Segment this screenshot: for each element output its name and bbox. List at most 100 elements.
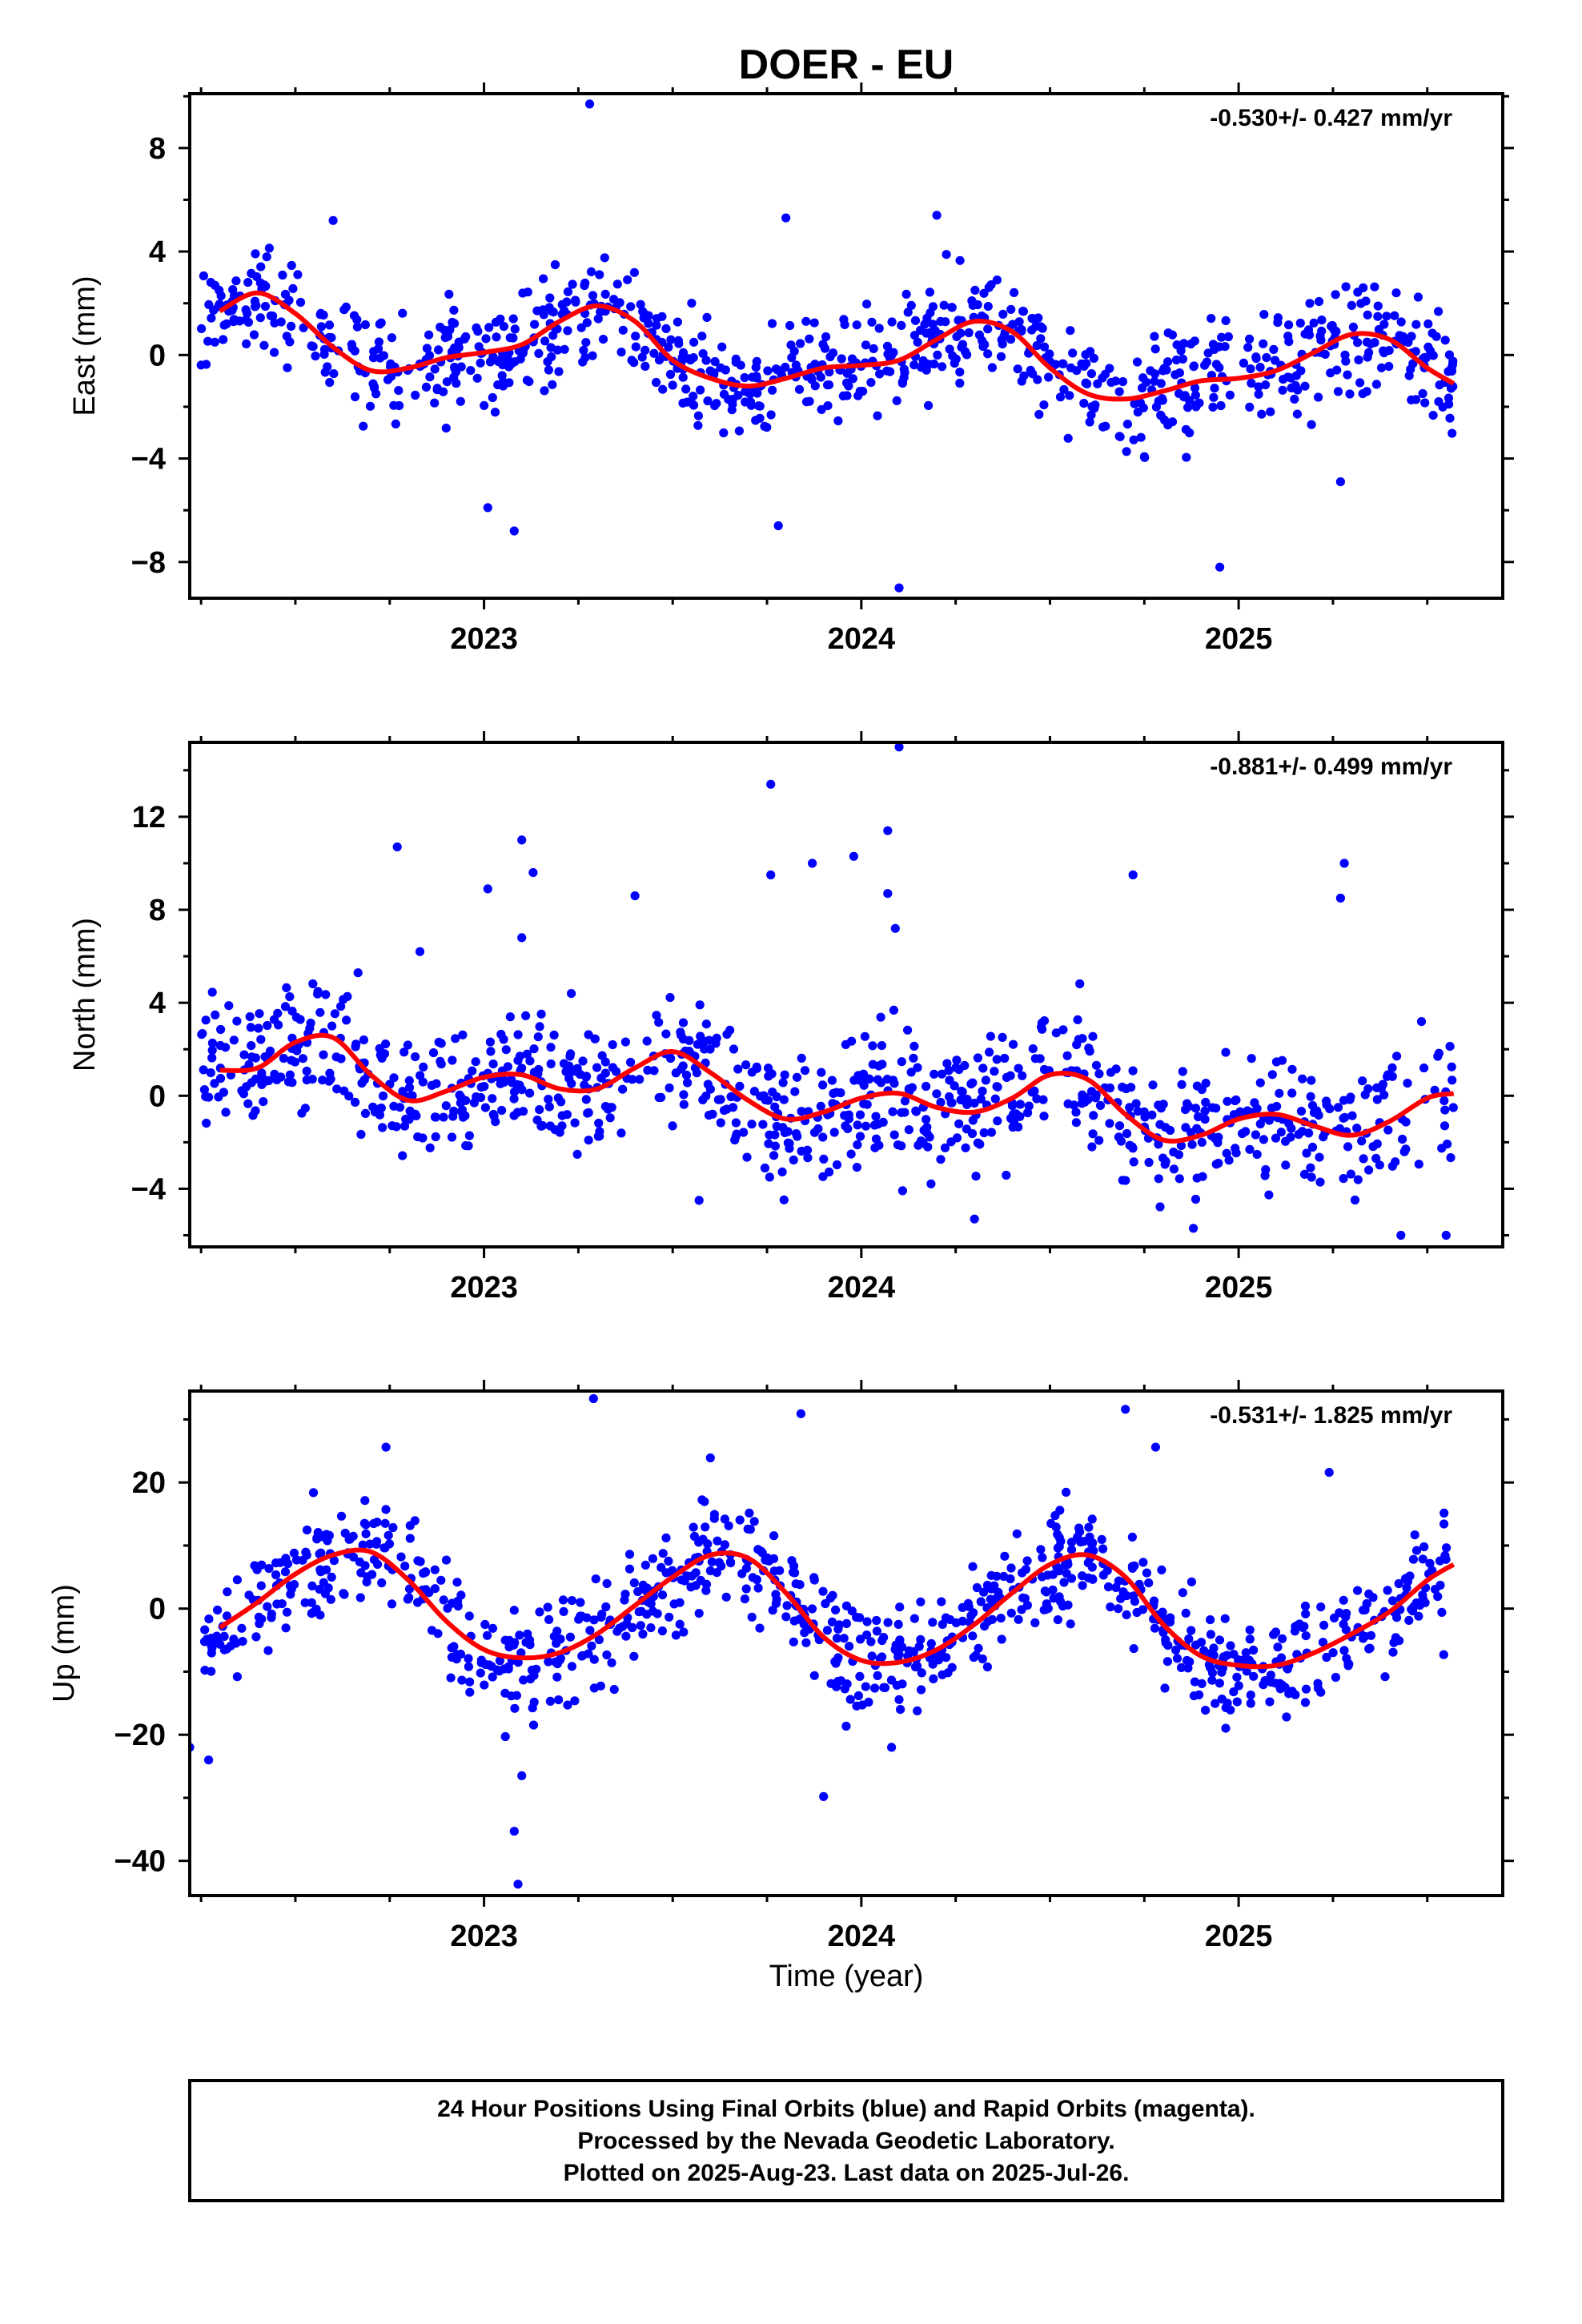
data-point [556,1097,566,1107]
data-point [424,330,434,340]
data-point [571,296,580,305]
data-point [1331,290,1340,300]
data-point [367,1570,377,1579]
data-point [1087,1514,1097,1524]
data-point [691,1568,701,1578]
data-point [729,1044,739,1054]
data-point [1383,1125,1393,1135]
data-point [771,1590,781,1599]
data-point [1387,1596,1398,1606]
data-point [1207,1103,1217,1112]
data-point [1191,1640,1201,1650]
data-point [203,336,213,346]
data-point [1114,1121,1125,1131]
data-point [1148,1080,1158,1090]
data-point [764,1063,773,1073]
data-point [1087,1562,1097,1572]
data-point [907,1083,917,1092]
data-point [1314,392,1323,402]
data-point [1404,371,1414,380]
x-tick-label: 2024 [828,1271,896,1305]
plot-frame [188,1389,1504,1897]
data-point [460,1111,470,1120]
data-point [204,300,214,309]
data-point [1373,312,1383,321]
data-point [1261,1164,1271,1175]
footer-line-2: Processed by the Nevada Geodetic Laborat… [577,2128,1114,2154]
data-point [833,1653,843,1663]
data-point [961,1143,970,1152]
data-point [926,1638,936,1648]
data-point [544,1102,554,1112]
data-point [906,1068,916,1077]
data-point [332,1084,342,1094]
data-point [1066,1538,1077,1547]
data-point [404,1083,415,1092]
data-point [768,1606,777,1615]
data-point [529,1044,539,1054]
data-point [745,397,756,407]
data-point [761,1555,770,1565]
data-point [580,278,590,288]
data-point [422,344,432,353]
data-point [451,1034,460,1043]
data-point [326,1594,335,1604]
data-point [658,384,668,394]
data-point [664,342,673,352]
data-point [769,1531,779,1541]
data-point [702,312,712,322]
data-point [486,1047,496,1056]
data-point [425,1143,435,1152]
data-point [629,1578,639,1588]
data-point [231,276,241,286]
data-point [498,381,508,391]
data-point [1180,391,1190,400]
data-point [1217,332,1227,342]
data-point [1201,1706,1211,1715]
x-tick-label: 2024 [828,622,896,656]
data-point [244,1059,254,1069]
data-point [675,1619,685,1629]
data-point [1128,1563,1138,1573]
data-point [839,315,849,324]
data-point [1300,381,1310,391]
data-point [297,1108,307,1118]
data-point [400,1121,410,1131]
data-point [1266,1671,1275,1680]
data-point [370,1107,380,1117]
data-point [522,376,532,385]
data-point [1086,369,1096,379]
data-point [665,369,676,380]
data-point [221,1108,231,1117]
data-point [640,345,650,355]
data-point [540,336,550,346]
data-point [207,1641,216,1651]
data-points [190,1393,1452,1889]
data-point [1023,1108,1033,1118]
outlier-point [1121,1405,1130,1414]
data-point [1171,1645,1181,1655]
data-point [986,1031,995,1041]
data-point [322,1565,331,1574]
y-axis-label: East (mm) [68,275,102,416]
data-point [708,1109,717,1119]
data-point [829,1128,839,1137]
data-point [616,1128,626,1138]
data-point [1007,1101,1018,1111]
data-point [855,1132,865,1141]
data-point [601,1602,611,1612]
data-point [733,1064,743,1074]
data-point [1362,337,1372,347]
data-point [481,334,491,344]
data-point [911,1106,921,1116]
data-point [1161,1123,1170,1132]
data-point [916,1597,926,1606]
data-point [836,1676,846,1686]
data-point [464,1131,475,1140]
data-point [1290,394,1299,404]
data-point [612,1067,621,1076]
data-point [967,1128,978,1139]
data-point [976,1597,986,1606]
data-point [264,243,274,253]
data-point [968,1116,978,1125]
